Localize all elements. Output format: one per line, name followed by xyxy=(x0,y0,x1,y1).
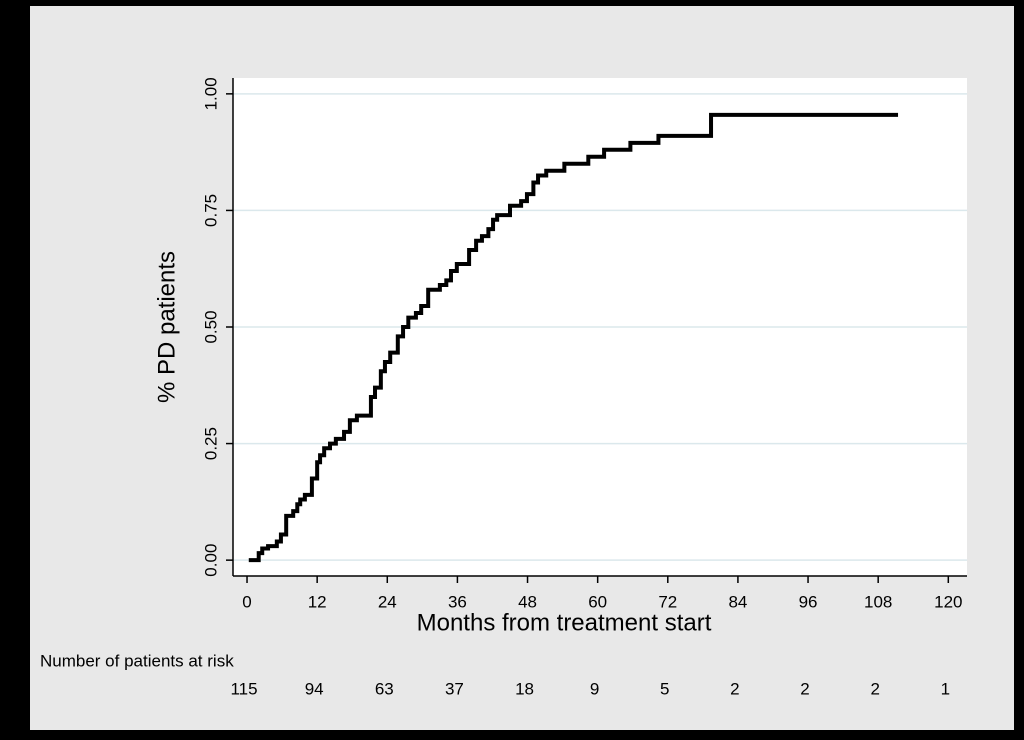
risk-count: 2 xyxy=(870,679,879,698)
x-tick-label: 60 xyxy=(588,592,607,611)
x-tick-label: 12 xyxy=(308,592,327,611)
risk-count: 9 xyxy=(590,679,599,698)
x-tick-label: 0 xyxy=(242,592,251,611)
x-tick-label: 84 xyxy=(728,592,747,611)
x-tick-label: 108 xyxy=(864,592,892,611)
risk-count: 63 xyxy=(375,679,394,698)
km-curve xyxy=(248,112,899,563)
risk-count: 94 xyxy=(305,679,324,698)
x-tick-label: 48 xyxy=(518,592,537,611)
risk-count: 2 xyxy=(730,679,739,698)
risk-count: 2 xyxy=(800,679,809,698)
x-axis-label: Months from treatment start xyxy=(417,609,712,636)
y-tick-label: 1.00 xyxy=(201,77,220,110)
x-tick-label: 36 xyxy=(448,592,467,611)
risk-count: 115 xyxy=(230,679,257,698)
risk-count: 18 xyxy=(515,679,534,698)
y-tick-label: 0.00 xyxy=(201,544,220,577)
x-tick-label: 72 xyxy=(658,592,677,611)
x-tick-label: 96 xyxy=(799,592,818,611)
y-tick-label: 0.50 xyxy=(201,310,220,343)
risk-table-label: Number of patients at risk xyxy=(40,651,234,670)
y-axis-label: % PD patients xyxy=(153,251,180,403)
x-tick-label: 24 xyxy=(378,592,397,611)
risk-count: 5 xyxy=(660,679,669,698)
y-tick-label: 0.75 xyxy=(201,194,220,227)
risk-count: 37 xyxy=(445,679,464,698)
risk-count: 1 xyxy=(941,679,950,698)
y-tick-label: 0.25 xyxy=(201,427,220,460)
x-tick-label: 120 xyxy=(934,592,962,611)
